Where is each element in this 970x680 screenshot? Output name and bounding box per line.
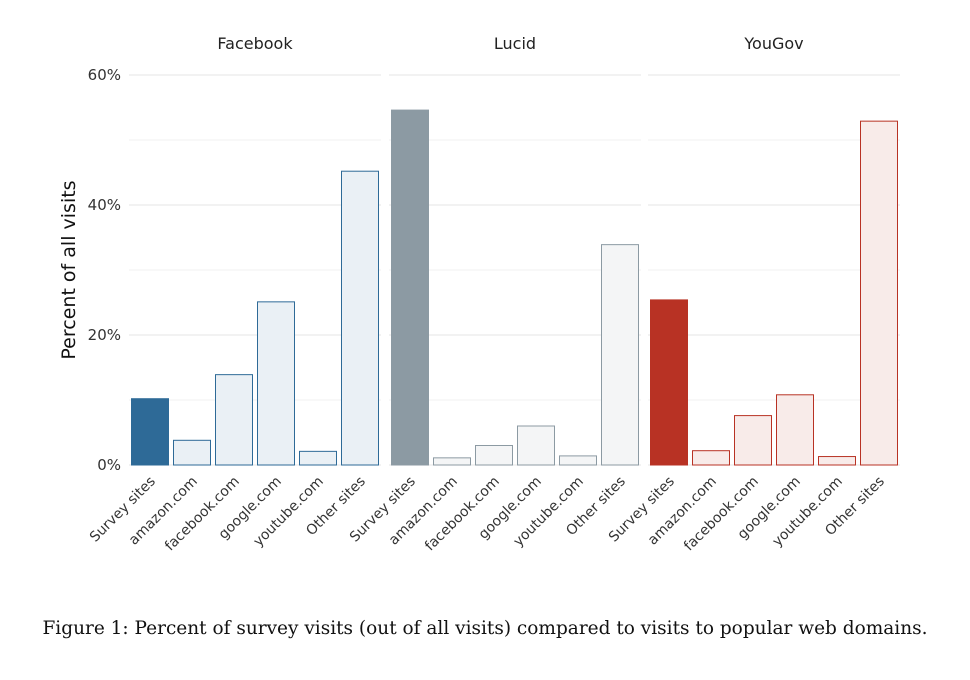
faceted-bar-chart: 0% 20% 40% 60% Percent of all visits Facebook… xyxy=(58,34,900,555)
bar-facebook-google-com xyxy=(257,301,295,466)
bar-yougov-amazon-com xyxy=(692,450,730,466)
bar-yougov-google-com xyxy=(776,394,814,466)
bar-lucid-other-sites xyxy=(601,244,639,466)
y-tick-label: 60% xyxy=(88,66,121,84)
bar-yougov-youtube-com xyxy=(818,456,856,466)
bar-lucid-google-com xyxy=(517,425,555,466)
panel-title: Lucid xyxy=(494,34,536,53)
bar-lucid-youtube-com xyxy=(559,455,597,466)
y-tick-label: 20% xyxy=(88,326,121,344)
bar-facebook-amazon-com xyxy=(173,439,211,466)
bar-facebook-other-sites xyxy=(341,170,379,466)
bar-lucid-facebook-com xyxy=(475,445,513,466)
y-axis-label: Percent of all visits xyxy=(58,180,80,359)
x-tick-label: facebook.com xyxy=(681,474,762,555)
x-tick-label: facebook.com xyxy=(162,474,243,555)
figure-caption: Figure 1: Percent of survey visits (out … xyxy=(42,618,928,639)
bar-yougov-survey-sites xyxy=(650,299,688,466)
y-tick-label: 0% xyxy=(97,456,121,474)
bar-facebook-youtube-com xyxy=(299,450,337,466)
x-tick-label: facebook.com xyxy=(422,474,503,555)
bar-facebook-facebook-com xyxy=(215,374,253,466)
bar-facebook-survey-sites xyxy=(131,398,169,466)
bar-lucid-amazon-com xyxy=(433,457,471,466)
bar-lucid-survey-sites xyxy=(391,109,429,466)
bar-yougov-other-sites xyxy=(860,120,898,466)
y-tick-label: 40% xyxy=(88,196,121,214)
panel-title: YouGov xyxy=(743,34,803,53)
bar-yougov-facebook-com xyxy=(734,415,772,466)
panel-title: Facebook xyxy=(217,34,293,53)
